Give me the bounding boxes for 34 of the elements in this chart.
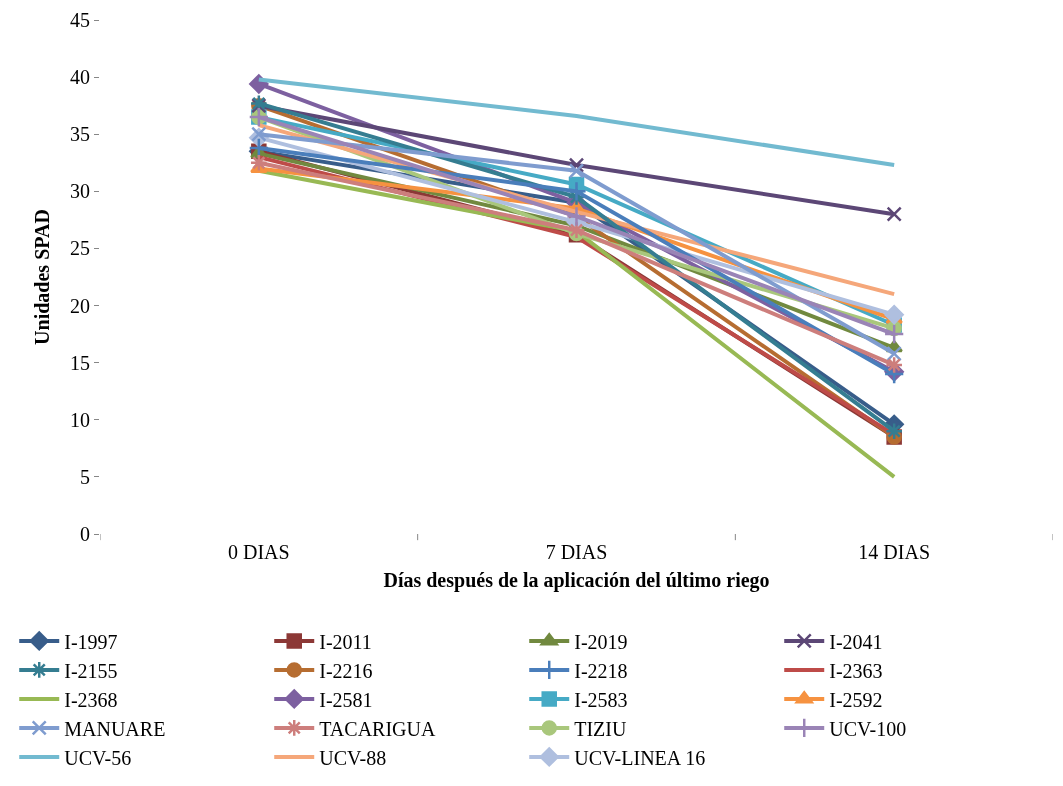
x-axis-title: Días después de la aplicación del último riego xyxy=(383,568,770,592)
legend-label: MANUARE xyxy=(64,717,166,740)
legend-label: I-2592 xyxy=(829,688,883,711)
legend-label: UCV-88 xyxy=(319,746,387,769)
legend-label: I-2041 xyxy=(829,630,883,653)
y-axis-title: Unidades SPAD xyxy=(30,209,53,345)
y-tick-label: 35 xyxy=(70,123,90,146)
x-tick-label: 7 DIAS xyxy=(545,541,608,563)
legend-label: I-1997 xyxy=(64,630,118,653)
legend-label: UCV-100 xyxy=(829,717,907,740)
x-tick-label: 14 DIAS xyxy=(858,541,931,563)
legend-label: UCV-56 xyxy=(64,746,132,769)
legend-label: I-2363 xyxy=(829,659,883,682)
legend-label: TIZIU xyxy=(574,717,627,740)
y-tick-label: 15 xyxy=(70,351,90,374)
y-tick-label: 20 xyxy=(70,294,90,317)
y-tick-label: 45 xyxy=(70,9,90,31)
legend-label: I-2218 xyxy=(574,659,628,682)
legend-label: I-2216 xyxy=(319,659,373,682)
legend-label: TACARIGUA xyxy=(319,717,436,740)
legend-label: I-2019 xyxy=(574,630,628,653)
legend-label: I-2155 xyxy=(64,659,118,682)
y-tick-label: 40 xyxy=(70,66,90,89)
y-tick-label: 0 xyxy=(80,523,90,545)
y-tick-label: 30 xyxy=(70,180,90,203)
legend-label: I-2581 xyxy=(319,688,373,711)
legend-label: I-2583 xyxy=(574,688,628,711)
y-tick-label: 10 xyxy=(70,408,90,431)
y-tick-label: 25 xyxy=(70,237,90,260)
legend-label: I-2011 xyxy=(319,630,372,653)
legend-label: I-2368 xyxy=(64,688,118,711)
legend-label: UCV-LINEA 16 xyxy=(574,746,706,769)
x-tick-label: 0 DIAS xyxy=(227,541,290,563)
y-tick-label: 5 xyxy=(80,465,90,488)
